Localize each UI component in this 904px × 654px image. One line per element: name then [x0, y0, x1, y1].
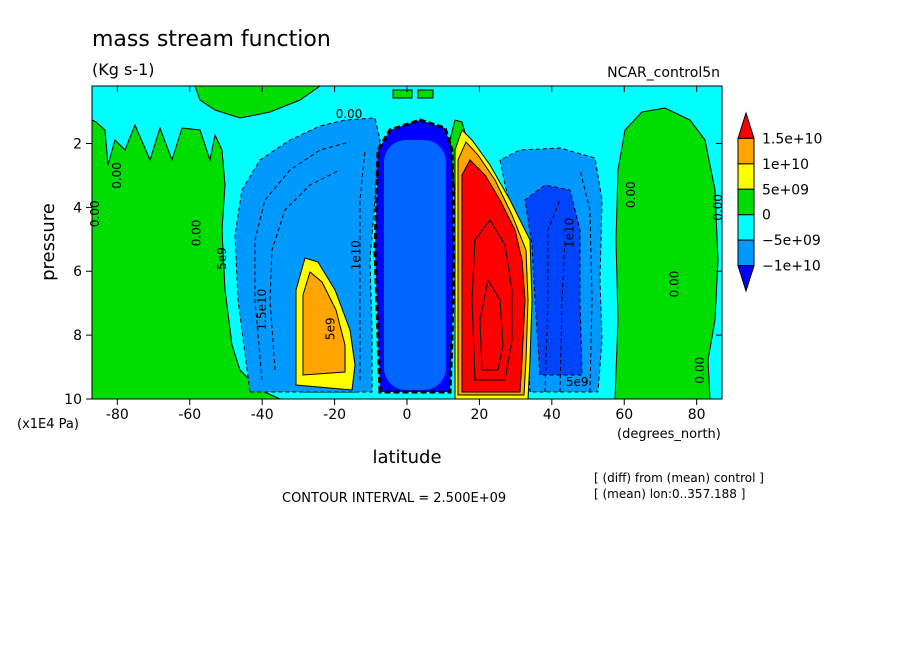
- contour-label: 0.00: [88, 200, 102, 227]
- contour-label: 1e10: [349, 240, 363, 270]
- red-region-north-inner: [471, 219, 513, 381]
- x-tick-label: 20: [470, 407, 488, 423]
- red-region-north: [461, 159, 526, 393]
- contour-label: 1.5e10: [255, 289, 269, 331]
- x-tick-label: 60: [615, 407, 633, 423]
- contour-label: 5e9: [324, 317, 338, 340]
- orange-region-south: [302, 271, 346, 376]
- legend-color-swatch: [737, 188, 755, 216]
- legend-color-swatch: [737, 111, 755, 139]
- contour-fills: [92, 86, 719, 399]
- legend-level-label: −1e+10: [762, 259, 821, 275]
- x-axis-units: (degrees_north): [617, 427, 721, 442]
- x-axis: -80 -60 -40 -20 0 20 40 60 80: [106, 86, 706, 423]
- contour-label: 0.00: [190, 220, 204, 247]
- contour-label: 0.00: [693, 357, 707, 384]
- note-diff: [ (diff) from (mean) control ]: [594, 471, 764, 485]
- contour-label: 5e9: [215, 247, 229, 270]
- plot-area: 0.00 0.00 0.00 5e9 1.5e10 0.00 5e9 1e10 0.00 0.00…: [88, 85, 725, 400]
- contour-interval: CONTOUR INTERVAL = 2.500E+09: [282, 491, 506, 506]
- contour-label: 1e10: [563, 218, 577, 248]
- x-tick-label: 40: [543, 407, 561, 423]
- legend-level-label: 0: [762, 208, 771, 224]
- legend-color-swatch: [737, 239, 755, 267]
- legend-level-label: 1e+10: [762, 157, 809, 173]
- legend-level-label: −5e+09: [762, 233, 821, 249]
- x-tick-label: -60: [178, 407, 201, 423]
- x-axis-label: latitude: [372, 447, 441, 468]
- green-region-north-polar: [614, 107, 719, 399]
- y-tick-label: 6: [73, 264, 82, 280]
- dataset-label: NCAR_control5n: [607, 65, 720, 81]
- y-tick-label: 2: [73, 136, 82, 152]
- y-tick-label: 10: [64, 392, 82, 408]
- chart-title: mass stream function: [92, 27, 331, 52]
- x-tick-label: -20: [323, 407, 346, 423]
- legend-color-swatch: [737, 265, 755, 293]
- blue-region-equator-inner: [384, 140, 446, 390]
- note-mean: [ (mean) lon:0..357.188 ]: [594, 487, 745, 501]
- contour-label: 0.00: [110, 162, 124, 189]
- contour-label: 5e9: [566, 375, 589, 389]
- contour-label: 0.00: [336, 107, 363, 121]
- y-axis-label: pressure: [38, 203, 59, 281]
- legend-level-label: 5e+09: [762, 182, 809, 198]
- x-tick-label: 80: [688, 407, 706, 423]
- green-region-top-small: [392, 89, 434, 99]
- y-axis: 2 4 6 8 10: [64, 136, 722, 408]
- x-tick-label: 0: [403, 407, 412, 423]
- blue-region-north-core: [524, 184, 583, 376]
- y-tick-label: 8: [73, 328, 82, 344]
- legend-level-label: 1.5e+10: [762, 131, 822, 147]
- y-tick-label: 4: [73, 200, 82, 216]
- green-region-south-polar: [92, 119, 281, 399]
- red-region-north-inner-2: [479, 278, 504, 371]
- legend-color-swatch: [737, 214, 755, 241]
- legend-color-swatch: [737, 137, 755, 165]
- legend-color-swatch: [737, 163, 755, 190]
- x-tick-label: -80: [106, 407, 129, 423]
- y-axis-units: (x1E4 Pa): [17, 417, 79, 432]
- dashed-contours-south: [254, 141, 366, 381]
- green-region-south-top: [194, 86, 321, 119]
- x-tick-label: -40: [251, 407, 274, 423]
- dashed-contours-north: [544, 169, 593, 393]
- contour-label: 0.00: [668, 271, 682, 298]
- color-legend: 1.5e+10 1e+10 5e+09 0 −5e+09 −1e+10: [737, 111, 822, 293]
- contour-labels: 0.00 0.00 0.00 5e9 1.5e10 0.00 5e9 1e10 0.00 0.00…: [88, 107, 725, 389]
- chart-subtitle: (Kg s-1): [92, 60, 155, 79]
- contour-label: 0.00: [624, 181, 638, 208]
